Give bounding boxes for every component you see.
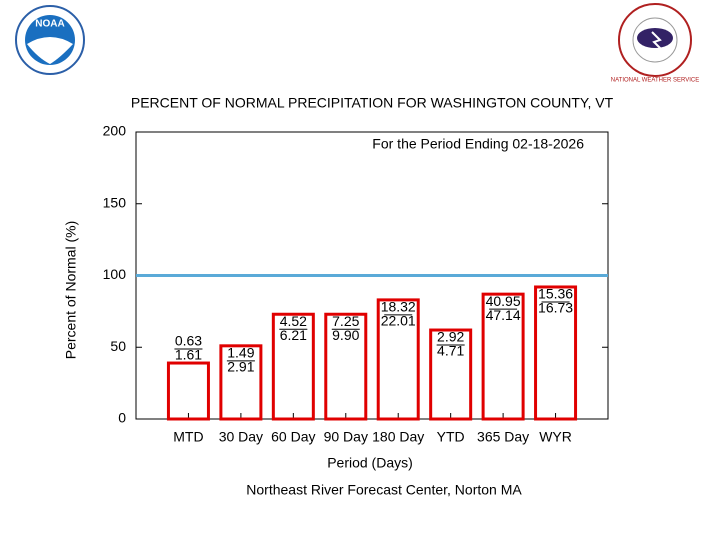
bar bbox=[481, 292, 525, 421]
x-axis-label: Period (Days) bbox=[327, 455, 413, 471]
normal-label: 2.91 bbox=[227, 359, 254, 375]
y-tick-label: 200 bbox=[103, 123, 127, 139]
observed-label: 7.25 bbox=[332, 313, 359, 329]
bar bbox=[166, 361, 210, 421]
bar bbox=[219, 344, 263, 421]
x-tick-label: 365 Day bbox=[477, 429, 529, 445]
bar bbox=[271, 312, 315, 421]
observed-label: 1.49 bbox=[227, 345, 254, 361]
y-axis-label: Percent of Normal (%) bbox=[63, 221, 79, 359]
observed-label: 0.63 bbox=[175, 333, 202, 349]
observed-label: 4.52 bbox=[280, 313, 307, 329]
bar bbox=[429, 328, 473, 421]
x-tick-label: MTD bbox=[173, 429, 203, 445]
x-tick-label: YTD bbox=[437, 429, 465, 445]
normal-label: 16.73 bbox=[538, 300, 573, 316]
x-tick-label: WYR bbox=[539, 429, 572, 445]
normal-label: 6.21 bbox=[280, 327, 307, 343]
x-tick-label: 30 Day bbox=[219, 429, 263, 445]
y-tick-label: 150 bbox=[103, 194, 127, 210]
nws-logo: NATIONAL WEATHER SERVICE bbox=[611, 3, 699, 84]
x-tick-label: 60 Day bbox=[271, 429, 315, 445]
observed-label: 40.95 bbox=[486, 293, 521, 309]
observed-label: 15.36 bbox=[538, 286, 573, 302]
noaa-logo: NOAA bbox=[15, 5, 85, 75]
normal-label: 1.61 bbox=[175, 347, 202, 363]
footer: Northeast River Forecast Center, Norton … bbox=[246, 482, 522, 498]
observed-label: 2.92 bbox=[437, 329, 464, 345]
normal-label: 47.14 bbox=[486, 307, 521, 323]
normal-label: 9.90 bbox=[332, 327, 359, 343]
y-tick-label: 0 bbox=[118, 410, 126, 426]
y-tick-label: 50 bbox=[110, 338, 126, 354]
bar bbox=[324, 312, 368, 421]
y-tick-label: 100 bbox=[103, 266, 127, 282]
nws-text: NATIONAL WEATHER SERVICE bbox=[611, 78, 699, 84]
normal-label: 22.01 bbox=[381, 313, 416, 329]
noaa-text: NOAA bbox=[35, 19, 64, 30]
normal-label: 4.71 bbox=[437, 343, 464, 359]
bar bbox=[534, 285, 578, 421]
bar bbox=[376, 298, 420, 421]
observed-label: 18.32 bbox=[381, 299, 416, 315]
x-tick-label: 90 Day bbox=[324, 429, 368, 445]
x-tick-label: 180 Day bbox=[372, 429, 424, 445]
chart-title: PERCENT OF NORMAL PRECIPITATION FOR WASH… bbox=[131, 95, 614, 111]
annotation: For the Period Ending 02-18-2026 bbox=[372, 136, 584, 152]
